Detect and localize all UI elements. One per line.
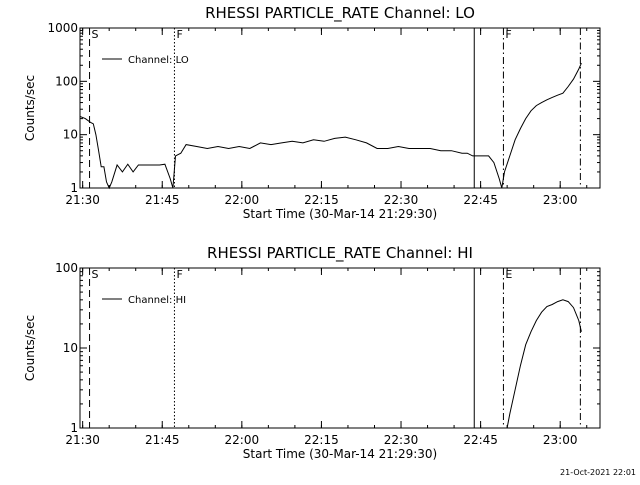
- legend-label: Channel: HI: [128, 295, 186, 306]
- x-tick-label: 22:00: [225, 433, 260, 447]
- x-tick-label: 21:30: [65, 433, 100, 447]
- x-tick-label: 23:00: [543, 433, 578, 447]
- x-tick-label: 22:00: [225, 193, 260, 207]
- event-marker-label: S: [92, 28, 99, 41]
- x-tick-label: 22:30: [384, 193, 419, 207]
- event-marker-label: S: [92, 268, 99, 281]
- event-marker-label: F: [176, 268, 182, 281]
- footer-timestamp: 21-Oct-2021 22:01: [560, 468, 636, 477]
- event-marker-label: E: [505, 268, 512, 281]
- chart-title: RHESSI PARTICLE_RATE Channel: HI: [207, 244, 473, 263]
- chart-panel-2: RHESSI PARTICLE_RATE Channel: HI 1 10 100 21…: [23, 244, 601, 461]
- event-marker-label: F: [176, 28, 182, 41]
- chart-panel-1: RHESSI PARTICLE_RATE Channel: LO 1 10 100 10…: [23, 4, 601, 221]
- y-tick-label: 10: [63, 341, 78, 355]
- x-tick-label: 22:15: [304, 193, 339, 207]
- y-tick-label: 1000: [47, 21, 78, 35]
- legend-label: Channel: LO: [128, 55, 189, 66]
- x-tick-label: 22:30: [384, 433, 419, 447]
- x-tick-label: 22:45: [463, 193, 498, 207]
- x-tick-label: 22:45: [463, 433, 498, 447]
- x-tick-label: 22:15: [304, 433, 339, 447]
- y-tick-label: 1: [70, 421, 78, 435]
- chart-title: RHESSI PARTICLE_RATE Channel: LO: [205, 4, 475, 23]
- x-tick-label: 23:00: [543, 193, 578, 207]
- x-axis-label: Start Time (30-Mar-14 21:29:30): [243, 207, 437, 221]
- series-line-1: [79, 62, 582, 190]
- series-line-1: [506, 299, 582, 429]
- x-tick-label: 21:30: [65, 193, 100, 207]
- y-axis-label: Counts/sec: [23, 315, 37, 381]
- y-tick-label: 1: [70, 181, 78, 195]
- x-tick-label: 21:45: [145, 193, 180, 207]
- x-tick-label: 21:45: [145, 433, 180, 447]
- plot-frame: [79, 27, 601, 189]
- y-tick-label: 10: [63, 128, 78, 142]
- x-axis-label: Start Time (30-Mar-14 21:29:30): [243, 447, 437, 461]
- event-marker-label: F: [505, 28, 511, 41]
- y-tick-label: 100: [55, 74, 78, 88]
- y-axis-label: Counts/sec: [23, 75, 37, 141]
- plot-frame: [79, 267, 601, 429]
- y-tick-label: 100: [55, 261, 78, 275]
